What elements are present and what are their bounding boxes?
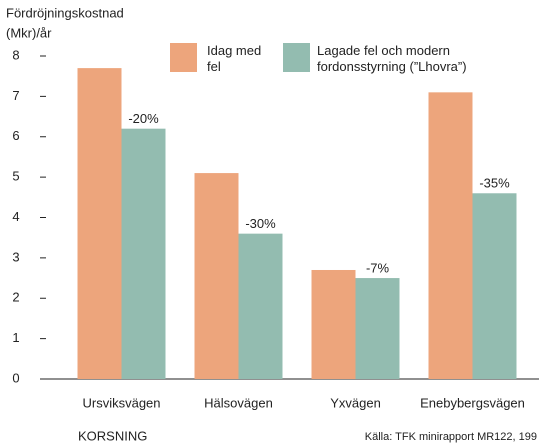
annotation: -30% — [245, 216, 276, 231]
legend-swatch — [283, 43, 310, 72]
bar — [194, 173, 239, 379]
x-tick-label: Ursviksvägen — [82, 395, 160, 410]
legend-label: Idag med fel — [207, 43, 262, 74]
y-axis-label: (Mkr)/år — [6, 25, 52, 40]
y-tick-label: 6 — [12, 128, 19, 143]
bar — [355, 278, 400, 379]
y-axis-label: Fördröjningskostnad — [6, 5, 124, 20]
bar — [311, 269, 356, 379]
y-tick-label: 7 — [12, 88, 19, 103]
x-tick-label: Yxvägen — [330, 395, 381, 410]
bar — [77, 68, 122, 380]
y-tick-label: 2 — [12, 290, 19, 305]
legend-swatch — [170, 43, 197, 72]
source: Källa: TFK minirapport MR122, 199 — [365, 431, 537, 443]
x-tick-label: Enebybergsvägen — [420, 395, 525, 410]
y-tick-label: 4 — [12, 209, 19, 224]
bar — [121, 128, 166, 379]
annotation: -20% — [128, 111, 159, 126]
annotation: -35% — [479, 176, 510, 191]
y-tick-label: 5 — [12, 169, 19, 184]
legend-label: Lagade fel och modern fordonsstyrning (”… — [317, 43, 467, 74]
y-tick-label: 1 — [12, 330, 19, 345]
y-tick-label: 8 — [12, 47, 19, 62]
x-tick-label: Hälsovägen — [204, 395, 273, 410]
x-axis-label: KORSNING — [78, 428, 147, 443]
annotation: -7% — [366, 261, 390, 276]
bar — [428, 92, 473, 380]
y-tick-label: 0 — [12, 370, 19, 385]
bar — [238, 233, 283, 379]
bar — [472, 193, 517, 379]
y-tick-label: 3 — [12, 249, 19, 264]
